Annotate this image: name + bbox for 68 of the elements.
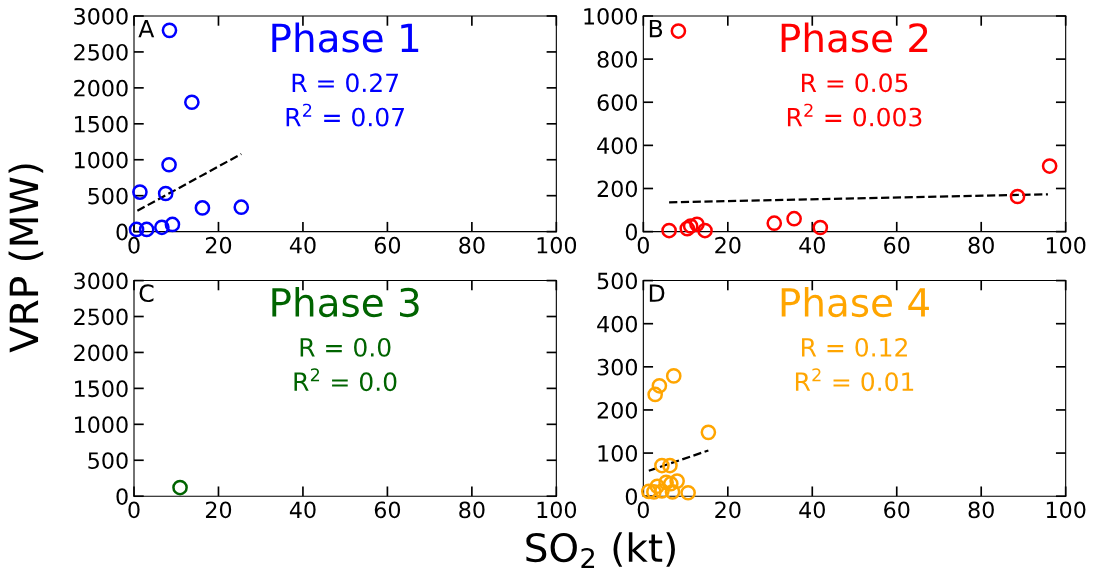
x-tick-label: 0 [128,501,140,519]
y-tick-label: 1000 [75,416,128,434]
y-tick-label: 2500 [74,43,128,61]
y-tick-label: 2000 [74,344,128,362]
y-tick-label: 2500 [74,308,128,326]
y-tick-label: 100 [598,445,637,462]
x-tick-label: 80 [459,236,485,254]
x-tick-label: 60 [884,236,910,254]
x-tick-label: 40 [799,501,825,519]
y-tick-label: 3000 [74,7,128,25]
x-tick-label: 0 [637,501,649,519]
y-tick-label: 1000 [584,7,637,25]
y-tick-label: 600 [597,94,637,111]
x-tick-label: 60 [884,501,910,519]
annotation: A [138,19,155,38]
x-tick-label: 20 [205,236,232,254]
y-tick-label: 200 [597,180,637,198]
y-tick-label: 3000 [74,272,128,290]
x-tick-label: 20 [715,236,741,254]
x-tick-label: 100 [1046,236,1086,254]
x-tick-label: 0 [637,236,649,254]
y-tick-label: 500 [88,187,128,205]
annotation: R$^{2}$ = 0.003 [787,103,922,127]
x-tick-label: 100 [537,501,577,519]
x-tick-label: 100 [537,236,577,254]
y-tick-label: 0 [116,223,128,241]
annotation: D [649,284,665,302]
chart-title: Phase 4 [781,287,929,318]
annotation: R = 0.12 [802,337,907,357]
x-tick-label: 20 [205,501,232,519]
x-tick-label: 40 [799,236,825,254]
y-axis-title: VRP (MW) [8,164,44,353]
y-tick-label: 0 [625,488,637,505]
x-tick-label: 40 [289,501,316,519]
x-tick-label: 80 [968,501,994,519]
y-tick-label: 1000 [75,151,128,169]
annotation: R$^{2}$ = 0.01 [795,368,914,392]
annotation: R = 0.05 [802,73,908,93]
x-axis-title: SO$_{2}$ (kt) [526,532,675,569]
annotation: C [139,284,154,303]
chart-title: Phase 1 [272,22,419,53]
annotation: R = 0.0 [300,337,391,357]
x-tick-label: 80 [968,236,994,254]
y-tick-label: 300 [597,358,637,376]
x-tick-label: 80 [459,501,485,519]
x-tick-label: 40 [289,236,316,254]
x-tick-label: 60 [374,501,401,519]
y-tick-label: 500 [597,272,637,290]
x-tick-label: 60 [374,236,401,254]
y-tick-label: 400 [597,137,637,155]
chart-title: Phase 3 [272,287,419,318]
y-tick-label: 1500 [75,115,128,133]
y-tick-label: 400 [597,315,637,333]
x-tick-label: 20 [715,501,741,519]
annotation: R$^{2}$ = 0.07 [286,103,404,127]
annotation: R$^{2}$ = 0.0 [294,368,397,392]
chart-title: Phase 2 [781,22,928,53]
annotation: R = 0.27 [292,73,398,93]
y-tick-label: 0 [625,223,637,241]
y-tick-label: 200 [597,401,637,419]
annotation: B [649,19,663,38]
y-tick-label: 0 [116,488,128,505]
y-tick-label: 500 [88,452,128,470]
y-tick-label: 800 [597,51,637,68]
y-tick-label: 1500 [75,380,128,398]
x-tick-label: 100 [1046,501,1086,519]
y-tick-label: 2000 [74,79,128,97]
x-tick-label: 0 [128,236,140,254]
